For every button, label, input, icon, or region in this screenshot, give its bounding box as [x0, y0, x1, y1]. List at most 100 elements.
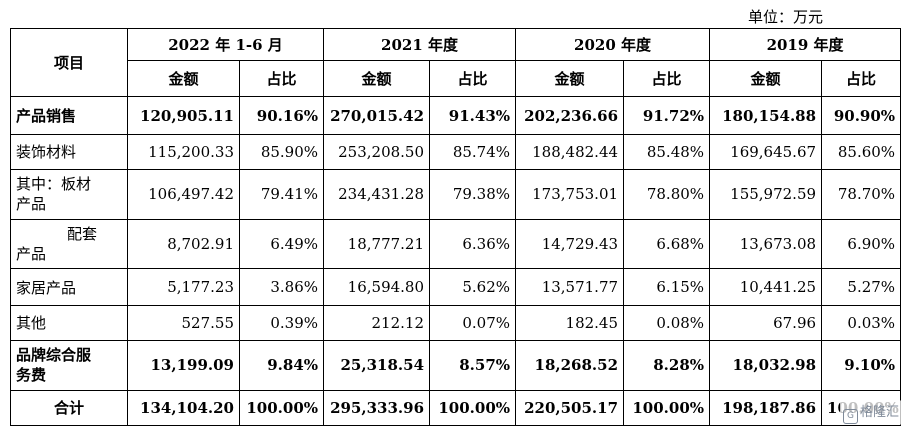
cell-value: 180,154.88 [709, 96, 823, 135]
cell-value: 100.00% [623, 389, 711, 427]
cell-value: 3.86% [238, 268, 325, 306]
cell-value: 295,333.96 [323, 389, 431, 427]
cell-value: 169,645.67 [709, 133, 823, 170]
cell-value: 8.57% [429, 339, 517, 391]
cell-value: 8.28% [623, 339, 711, 391]
row-label-line: 务费 [16, 366, 47, 385]
table-row: 配套 产品 8,702.91 6.49% 18,777.21 6.36% 14,… [10, 218, 902, 270]
cell-value: 10,441.25 [709, 268, 823, 306]
cell-value: 91.72% [623, 96, 711, 135]
row-label-line: 产品 [16, 245, 47, 264]
header-ratio: 占比 [821, 60, 902, 98]
cell-value: 182.45 [515, 304, 625, 341]
header-row-periods: 项目 2022 年 1-6 月 2021 年度 2020 年度 2019 年度 [10, 27, 902, 98]
header-amount: 金额 [709, 60, 823, 98]
cell-value: 16,594.80 [323, 268, 431, 306]
cell-value: 6.68% [623, 218, 711, 270]
header-period: 2020 年度 [515, 27, 711, 62]
table-row: 家居产品 5,177.23 3.86% 16,594.80 5.62% 13,5… [10, 268, 902, 306]
cell-value: 91.43% [429, 96, 517, 135]
cell-value: 0.08% [623, 304, 711, 341]
watermark: G 格隆汇 [839, 400, 902, 425]
cell-value: 234,431.28 [323, 168, 431, 220]
header-item: 项目 [10, 27, 128, 98]
row-label: 合计 [10, 389, 128, 427]
row-label-line: 配套 [67, 225, 98, 244]
revenue-table: 项目 2022 年 1-6 月 2021 年度 2020 年度 2019 年度 … [10, 27, 902, 427]
cell-value: 106,497.42 [127, 168, 240, 220]
row-label-line: 品牌综合服 [16, 346, 92, 365]
cell-value: 100.00% [429, 389, 517, 427]
cell-value: 100.00% [238, 389, 325, 427]
cell-value: 0.03% [821, 304, 902, 341]
cell-value: 14,729.43 [515, 218, 625, 270]
cell-value: 13,673.08 [709, 218, 823, 270]
cell-value: 18,777.21 [323, 218, 431, 270]
cell-value: 85.90% [238, 133, 325, 170]
row-label: 品牌综合服 务费 [10, 339, 128, 391]
cell-value: 198,187.86 [709, 389, 823, 427]
row-label: 其他 [10, 304, 128, 341]
cell-value: 18,268.52 [515, 339, 625, 391]
cell-value: 5,177.23 [127, 268, 240, 306]
cell-value: 173,753.01 [515, 168, 625, 220]
header-row-columns: 金额 占比 金额 占比 金额 占比 金额 占比 [11, 60, 902, 98]
cell-value: 13,199.09 [127, 339, 240, 391]
cell-value: 90.90% [821, 96, 902, 135]
table-row: 装饰材料 115,200.33 85.90% 253,208.50 85.74%… [10, 133, 902, 170]
cell-value: 5.27% [821, 268, 902, 306]
header-period: 2022 年 1-6 月 [126, 27, 325, 62]
row-label: 其中：板材 产品 [10, 168, 128, 220]
cell-value: 0.07% [429, 304, 517, 341]
header-ratio: 占比 [623, 60, 711, 98]
header-amount: 金额 [515, 60, 625, 98]
cell-value: 8,702.91 [127, 218, 240, 270]
cell-value: 13,571.77 [515, 268, 625, 306]
cell-value: 134,104.20 [127, 389, 240, 427]
header-amount: 金额 [127, 60, 240, 98]
cell-value: 120,905.11 [127, 96, 240, 135]
cell-value: 188,482.44 [515, 133, 625, 170]
cell-value: 6.90% [821, 218, 902, 270]
cell-value: 79.41% [238, 168, 325, 220]
unit-label: 单位：万元 [748, 8, 824, 26]
header-ratio: 占比 [238, 60, 325, 98]
cell-value: 527.55 [127, 304, 240, 341]
table-row: 其他 527.55 0.39% 212.12 0.07% 182.45 0.08… [10, 304, 902, 341]
cell-value: 85.74% [429, 133, 517, 170]
cell-value: 6.15% [623, 268, 711, 306]
table-row-total: 合计 134,104.20 100.00% 295,333.96 100.00%… [10, 389, 902, 427]
cell-value: 212.12 [323, 304, 431, 341]
header-period: 2021 年度 [323, 27, 517, 62]
cell-value: 85.48% [623, 133, 711, 170]
cell-value: 6.49% [238, 218, 325, 270]
cell-value: 155,972.59 [709, 168, 823, 220]
row-label: 装饰材料 [10, 133, 128, 170]
header-amount: 金额 [323, 60, 431, 98]
watermark-logo-icon: G [842, 409, 858, 424]
cell-value: 220,505.17 [515, 389, 625, 427]
cell-value: 25,318.54 [323, 339, 431, 391]
cell-value: 6.36% [429, 218, 517, 270]
header-period: 2019 年度 [709, 27, 902, 62]
cell-value: 67.96 [709, 304, 823, 341]
table-row: 品牌综合服 务费 13,199.09 9.84% 25,318.54 8.57%… [10, 339, 902, 391]
table-row: 其中：板材 产品 106,497.42 79.41% 234,431.28 79… [10, 168, 902, 220]
header-ratio: 占比 [429, 60, 517, 98]
watermark-text: 格隆汇 [859, 405, 899, 420]
table-row: 产品销售 120,905.11 90.16% 270,015.42 91.43%… [10, 96, 902, 135]
cell-value: 270,015.42 [323, 96, 431, 135]
cell-value: 85.60% [821, 133, 902, 170]
row-label: 配套 产品 [10, 218, 128, 270]
cell-value: 9.10% [821, 339, 902, 391]
row-label: 家居产品 [10, 268, 128, 306]
cell-value: 202,236.66 [515, 96, 625, 135]
row-label-line: 其中：板材 [16, 175, 92, 194]
cell-value: 0.39% [238, 304, 325, 341]
cell-value: 115,200.33 [127, 133, 240, 170]
cell-value: 18,032.98 [709, 339, 823, 391]
cell-value: 253,208.50 [323, 133, 431, 170]
cell-value: 78.70% [821, 168, 902, 220]
cell-value: 90.16% [238, 96, 325, 135]
cell-value: 5.62% [429, 268, 517, 306]
